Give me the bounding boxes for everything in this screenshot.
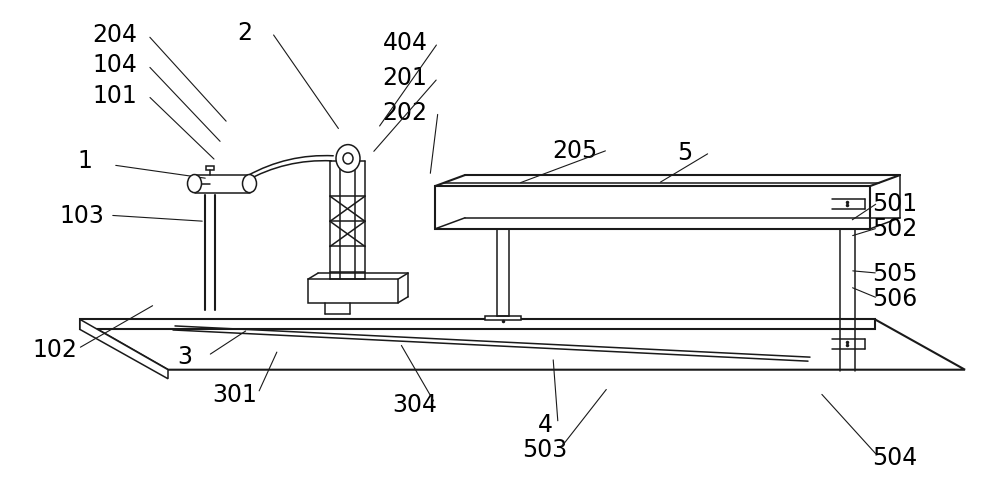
Text: 202: 202 <box>382 101 428 125</box>
Text: 504: 504 <box>872 446 918 470</box>
Polygon shape <box>80 319 168 379</box>
Ellipse shape <box>242 175 256 193</box>
Text: 101: 101 <box>93 83 137 108</box>
Polygon shape <box>80 319 875 329</box>
Text: 2: 2 <box>238 21 252 45</box>
Text: 505: 505 <box>872 262 918 286</box>
Text: 404: 404 <box>382 31 428 55</box>
Text: 5: 5 <box>677 141 693 165</box>
Text: 1: 1 <box>78 149 92 173</box>
Text: 103: 103 <box>60 204 104 228</box>
Text: 4: 4 <box>538 413 552 437</box>
Polygon shape <box>308 279 398 303</box>
Text: 501: 501 <box>872 192 918 216</box>
Polygon shape <box>206 166 214 170</box>
Ellipse shape <box>336 145 360 172</box>
Text: 503: 503 <box>522 438 568 462</box>
Text: 201: 201 <box>383 66 427 90</box>
Ellipse shape <box>188 175 202 193</box>
Polygon shape <box>80 319 965 370</box>
Text: 502: 502 <box>872 217 918 241</box>
Text: 204: 204 <box>92 23 138 47</box>
Text: 301: 301 <box>213 383 257 407</box>
Ellipse shape <box>343 153 353 164</box>
Polygon shape <box>485 316 521 320</box>
Text: 3: 3 <box>178 345 192 369</box>
Text: 104: 104 <box>93 53 137 77</box>
Text: 205: 205 <box>552 139 598 163</box>
Polygon shape <box>435 186 870 229</box>
Text: 304: 304 <box>392 393 438 417</box>
Text: 506: 506 <box>872 287 918 311</box>
Text: 102: 102 <box>33 338 77 362</box>
